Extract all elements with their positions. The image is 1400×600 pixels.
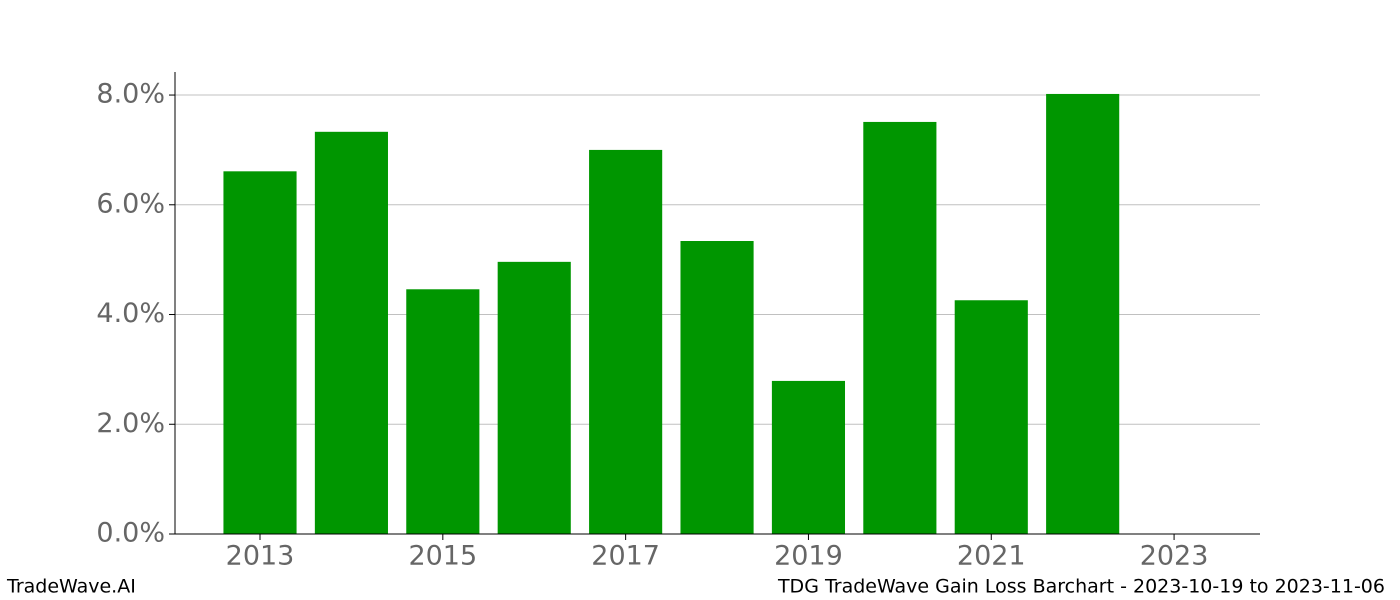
y-tick-label: 4.0% xyxy=(96,298,165,329)
y-tick-label: 8.0% xyxy=(96,79,165,110)
bar xyxy=(1046,93,1120,534)
footer-right: TDG TradeWave Gain Loss Barchart - 2023-… xyxy=(777,576,1385,598)
bar xyxy=(771,380,846,534)
footer-left: TradeWave.AI xyxy=(6,576,136,598)
bar xyxy=(223,171,297,534)
bar xyxy=(954,300,1028,534)
bar xyxy=(680,240,754,534)
y-tick-label: 2.0% xyxy=(96,408,165,439)
x-tick-label: 2021 xyxy=(957,541,1026,572)
bar xyxy=(589,149,663,534)
x-tick-label: 2023 xyxy=(1140,541,1209,572)
y-tick-label: 0.0% xyxy=(96,518,165,549)
x-tick-label: 2019 xyxy=(774,541,843,572)
y-tick-label: 6.0% xyxy=(96,188,165,219)
x-tick-label: 2013 xyxy=(226,541,295,572)
x-tick-label: 2017 xyxy=(591,541,660,572)
x-tick-label: 2015 xyxy=(408,541,477,572)
bar xyxy=(314,131,388,534)
bar xyxy=(497,261,571,534)
bar xyxy=(863,121,937,534)
bar xyxy=(406,289,480,534)
